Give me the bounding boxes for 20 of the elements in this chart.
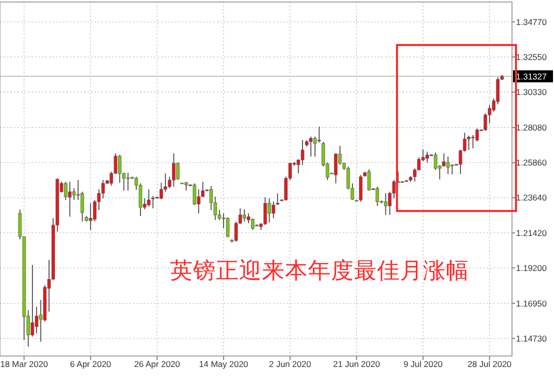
y-tick-label: 1.14730	[516, 333, 547, 344]
y-tick-label: 1.32550	[516, 52, 547, 62]
y-tick-label: 1.28080	[516, 122, 547, 133]
y-tick-label: 1.25860	[516, 158, 547, 168]
y-tick-label: 1.30330	[516, 87, 547, 98]
x-tick-label: 2 Jun 2020	[269, 359, 312, 369]
x-tick-label: 18 Mar 2020	[0, 359, 48, 369]
y-tick-label: 1.23640	[516, 192, 547, 203]
y-tick-label: 1.16950	[516, 298, 547, 308]
x-tick-label: 9 Jul 2020	[403, 359, 443, 369]
y-tick-label: 1.19200	[516, 262, 547, 273]
x-tick-label: 21 Jun 2020	[333, 359, 380, 369]
annotation: 英镑正迎来本年度最佳月涨幅	[170, 258, 469, 284]
y-tick-label: 1.34770	[516, 16, 547, 27]
x-tick-label: 28 Jul 2020	[468, 359, 512, 369]
ref-line-label: 1.31327	[516, 71, 547, 82]
x-tick-label: 6 Apr 2020	[70, 359, 112, 369]
y-tick-label: 1.21420	[516, 228, 547, 238]
x-tick-label: 26 Apr 2020	[134, 359, 180, 369]
x-tick-label: 14 May 2020	[199, 359, 248, 369]
